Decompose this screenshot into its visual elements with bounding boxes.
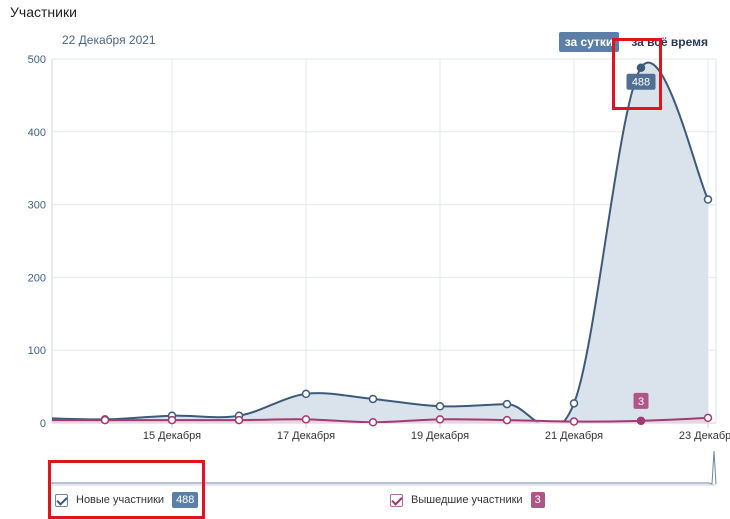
y-tick-label: 300 xyxy=(28,200,46,212)
data-point xyxy=(636,63,646,72)
new-members-count-badge: 488 xyxy=(172,492,199,508)
data-point xyxy=(502,415,512,425)
legend-item-new-members[interactable]: Новые участники 488 xyxy=(55,492,199,508)
chart-date: 22 Декабря 2021 xyxy=(62,33,156,47)
data-point xyxy=(435,415,445,424)
data-label-bg xyxy=(626,73,656,90)
new-members-checkbox[interactable] xyxy=(55,493,68,507)
page-title: Участники xyxy=(10,4,77,20)
legend-label-new-members: Новые участники xyxy=(76,494,165,506)
legend-label-left-members: Вышедшие участники xyxy=(411,494,523,506)
data-point xyxy=(234,415,244,425)
data-point xyxy=(703,195,713,204)
y-tick-label: 400 xyxy=(28,127,46,139)
y-tick-label: 500 xyxy=(28,54,46,66)
x-tick-label: 17 Декабря xyxy=(277,430,335,442)
data-point xyxy=(435,402,445,411)
data-point xyxy=(569,417,579,426)
y-tick-label: 200 xyxy=(28,272,46,284)
x-tick-label: 15 Декабря xyxy=(143,430,201,442)
data-label: 3 xyxy=(638,396,644,408)
data-point xyxy=(569,399,579,408)
period-day-button[interactable]: за сутки xyxy=(558,32,620,52)
y-tick-label: 0 xyxy=(40,418,46,430)
data-label: 488 xyxy=(632,77,650,89)
data-point xyxy=(368,418,378,427)
data-label-bg xyxy=(633,392,649,409)
period-toggle: за сутки за всё время xyxy=(558,32,714,52)
data-point xyxy=(167,415,177,425)
data-point xyxy=(100,415,110,425)
series-area-0 xyxy=(52,62,708,423)
x-tick-label: 19 Декабря xyxy=(411,430,469,442)
data-point xyxy=(301,415,311,424)
data-point xyxy=(301,389,311,399)
overview-line xyxy=(51,450,717,485)
y-tick-label: 100 xyxy=(28,345,46,357)
x-tick-label: 21 Декабря xyxy=(545,430,603,442)
legend-item-left-members[interactable]: Вышедшие участники 3 xyxy=(390,492,545,508)
data-point xyxy=(368,394,378,404)
left-members-count-badge: 3 xyxy=(530,492,545,508)
data-point xyxy=(502,399,512,409)
x-tick-label: 23 Декабря xyxy=(679,430,730,442)
data-point xyxy=(636,416,646,426)
left-members-checkbox[interactable] xyxy=(390,493,403,507)
data-point xyxy=(703,413,713,423)
